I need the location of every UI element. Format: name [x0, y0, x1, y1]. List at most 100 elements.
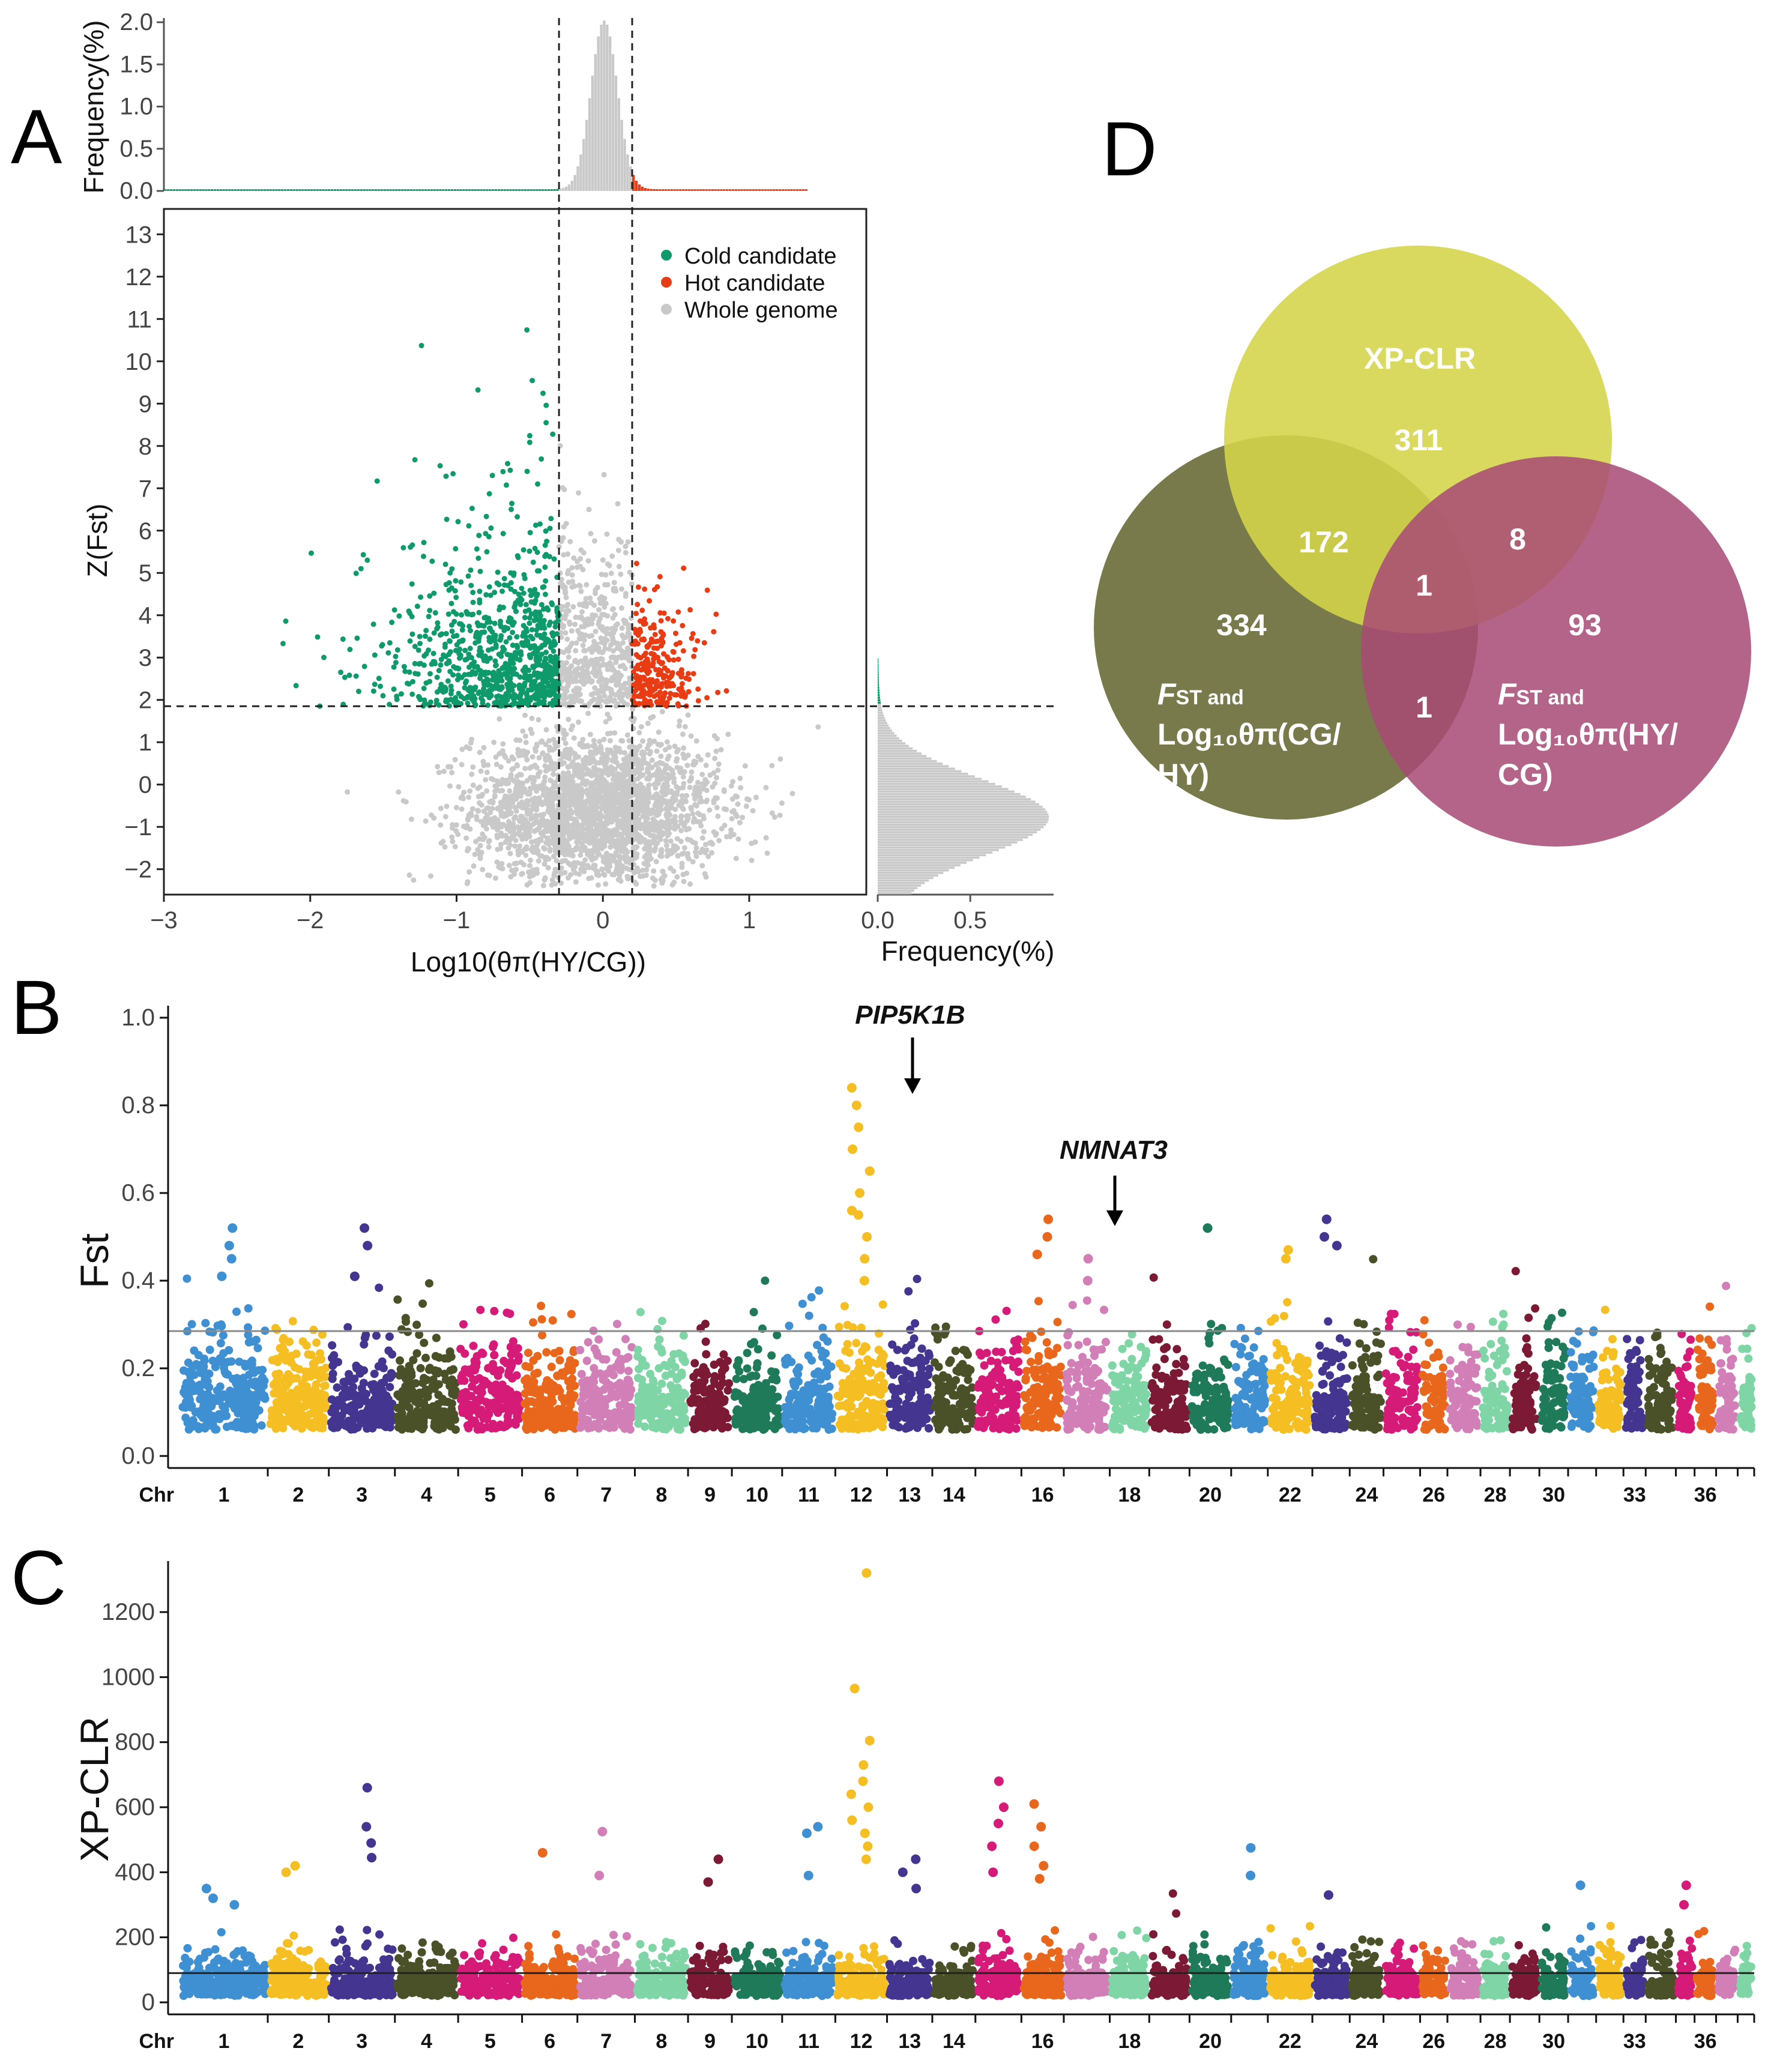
scatter-a-point-cold	[474, 629, 480, 635]
scatter-a-point-whole	[709, 850, 715, 856]
scatter-a-point-whole	[506, 862, 512, 868]
scatter-a-point-whole	[603, 681, 609, 687]
top-hist-bar	[281, 189, 284, 191]
scatter-a-point-cold	[513, 608, 519, 614]
manhattan-b-point	[239, 1419, 248, 1428]
scatter-a-point-whole	[612, 815, 618, 821]
scatter-a-point-whole	[600, 649, 606, 655]
scatter-a-point-whole	[607, 660, 613, 666]
right-hist-bar	[878, 757, 932, 760]
scatter-a-point-whole	[681, 745, 687, 751]
scatter-a-point-whole	[584, 767, 590, 773]
scatter-a-point-whole	[671, 779, 677, 785]
scatter-a-point-cold	[543, 639, 549, 645]
scatter-a-point-whole	[639, 800, 645, 806]
scatter-a-point-cold	[438, 662, 444, 668]
scatter-a-point-whole	[570, 865, 576, 871]
scatter-a-point-hot	[683, 675, 689, 681]
scatter-a-point-whole	[503, 799, 509, 805]
scatter-a-point-whole	[684, 836, 690, 842]
scatter-a-point-whole	[466, 746, 472, 752]
scatter-a-point-whole	[513, 838, 519, 844]
scatter-a-point-whole	[566, 875, 572, 881]
scatter-a-point-whole	[560, 781, 566, 787]
right-hist-bar	[878, 778, 982, 781]
scatter-a-point-whole	[637, 763, 643, 769]
scatter-a-point-whole	[676, 785, 682, 791]
top-hist-bar	[702, 189, 705, 191]
scatter-a-point-whole	[692, 796, 698, 802]
scatter-a-point-whole	[447, 783, 453, 789]
scatter-a-point-cold	[462, 672, 468, 678]
scatter-a-point-whole	[634, 800, 640, 806]
scatter-a-point-hot	[681, 565, 687, 571]
scatter-a-point-whole	[536, 755, 542, 761]
top-hist-bar	[497, 189, 501, 191]
scatter-a-point-cold	[374, 478, 380, 484]
scatter-a-point-whole	[621, 818, 627, 824]
scatter-a-point-cold	[511, 692, 517, 698]
scatter-a-point-whole	[442, 844, 448, 850]
top-hist-bar	[225, 189, 228, 191]
top-hist-bar	[734, 189, 737, 191]
scatter-a-point-whole	[544, 854, 550, 860]
scatter-a-point-whole	[511, 871, 517, 877]
manhattan-b-point	[191, 1408, 200, 1417]
scatter-a-point-cold	[539, 651, 545, 657]
scatter-a-point-whole	[485, 762, 491, 768]
scatter-a-point-cold	[510, 642, 516, 648]
scatter-a-point-whole	[662, 873, 668, 879]
top-hist-bar	[641, 186, 644, 191]
top-hist-bar	[418, 189, 421, 191]
scatter-a-point-whole	[687, 881, 693, 887]
scatter-a-point-cold	[483, 513, 489, 519]
scatter-a-point-whole	[497, 805, 503, 811]
right-hist-bar	[878, 724, 889, 727]
scatter-a-point-hot	[647, 598, 653, 604]
scatter-a-point-whole	[540, 883, 546, 889]
scatter-a-point-cold	[448, 690, 454, 696]
scatter-a-point-whole	[498, 842, 504, 848]
scatter-a-point-whole	[591, 690, 597, 696]
scatter-a-point-cold	[548, 619, 554, 625]
top-hist-bar	[172, 189, 175, 191]
scatter-a-point-whole	[779, 800, 785, 806]
scatter-a-point-whole	[702, 777, 708, 783]
scatter-a-point-cold	[486, 534, 492, 540]
scatter-a-point-hot	[657, 573, 663, 579]
scatter-a-point-whole	[477, 842, 483, 848]
scatter-a-point-whole	[498, 781, 504, 787]
scatter-a-point-whole	[614, 760, 620, 766]
scatter-a-point-whole	[572, 772, 578, 778]
scatter-a-point-cold	[484, 549, 490, 555]
manhattan-b-point	[282, 1382, 291, 1391]
scatter-a-point-hot	[668, 690, 674, 696]
scatter-a-point-whole	[563, 594, 569, 600]
scatter-a-point-whole	[560, 770, 566, 776]
scatter-a-point-cold	[427, 593, 433, 599]
scatter-a-point-cold	[548, 644, 554, 650]
scatter-a-point-cold	[550, 431, 556, 437]
scatter-a-point-whole	[678, 827, 684, 833]
scatter-a-point-whole	[605, 786, 611, 792]
scatter-a-point-whole	[713, 775, 719, 781]
scatter-a-point-cold	[476, 652, 482, 658]
top-hist-bar	[246, 189, 249, 191]
top-hist-bar	[211, 189, 214, 191]
scatter-a-point-hot	[635, 602, 641, 608]
scatter-a-ytick-label: −2	[124, 857, 152, 883]
scatter-a-point-whole	[647, 851, 653, 857]
scatter-a-point-cold	[488, 525, 494, 531]
scatter-a-point-whole	[687, 778, 693, 784]
scatter-a-point-hot	[660, 640, 666, 646]
scatter-a-point-cold	[450, 672, 456, 678]
scatter-a-point-cold	[543, 552, 549, 558]
manhattan-b-point	[241, 1362, 250, 1371]
top-hist-bar	[661, 189, 665, 191]
scatter-a-point-cold	[539, 681, 545, 687]
scatter-a-point-whole	[671, 868, 677, 874]
scatter-a-ytick-label: 12	[125, 264, 152, 291]
scatter-a-point-hot	[675, 609, 681, 615]
scatter-a-point-whole	[525, 802, 531, 808]
scatter-a-point-hot	[673, 630, 679, 636]
